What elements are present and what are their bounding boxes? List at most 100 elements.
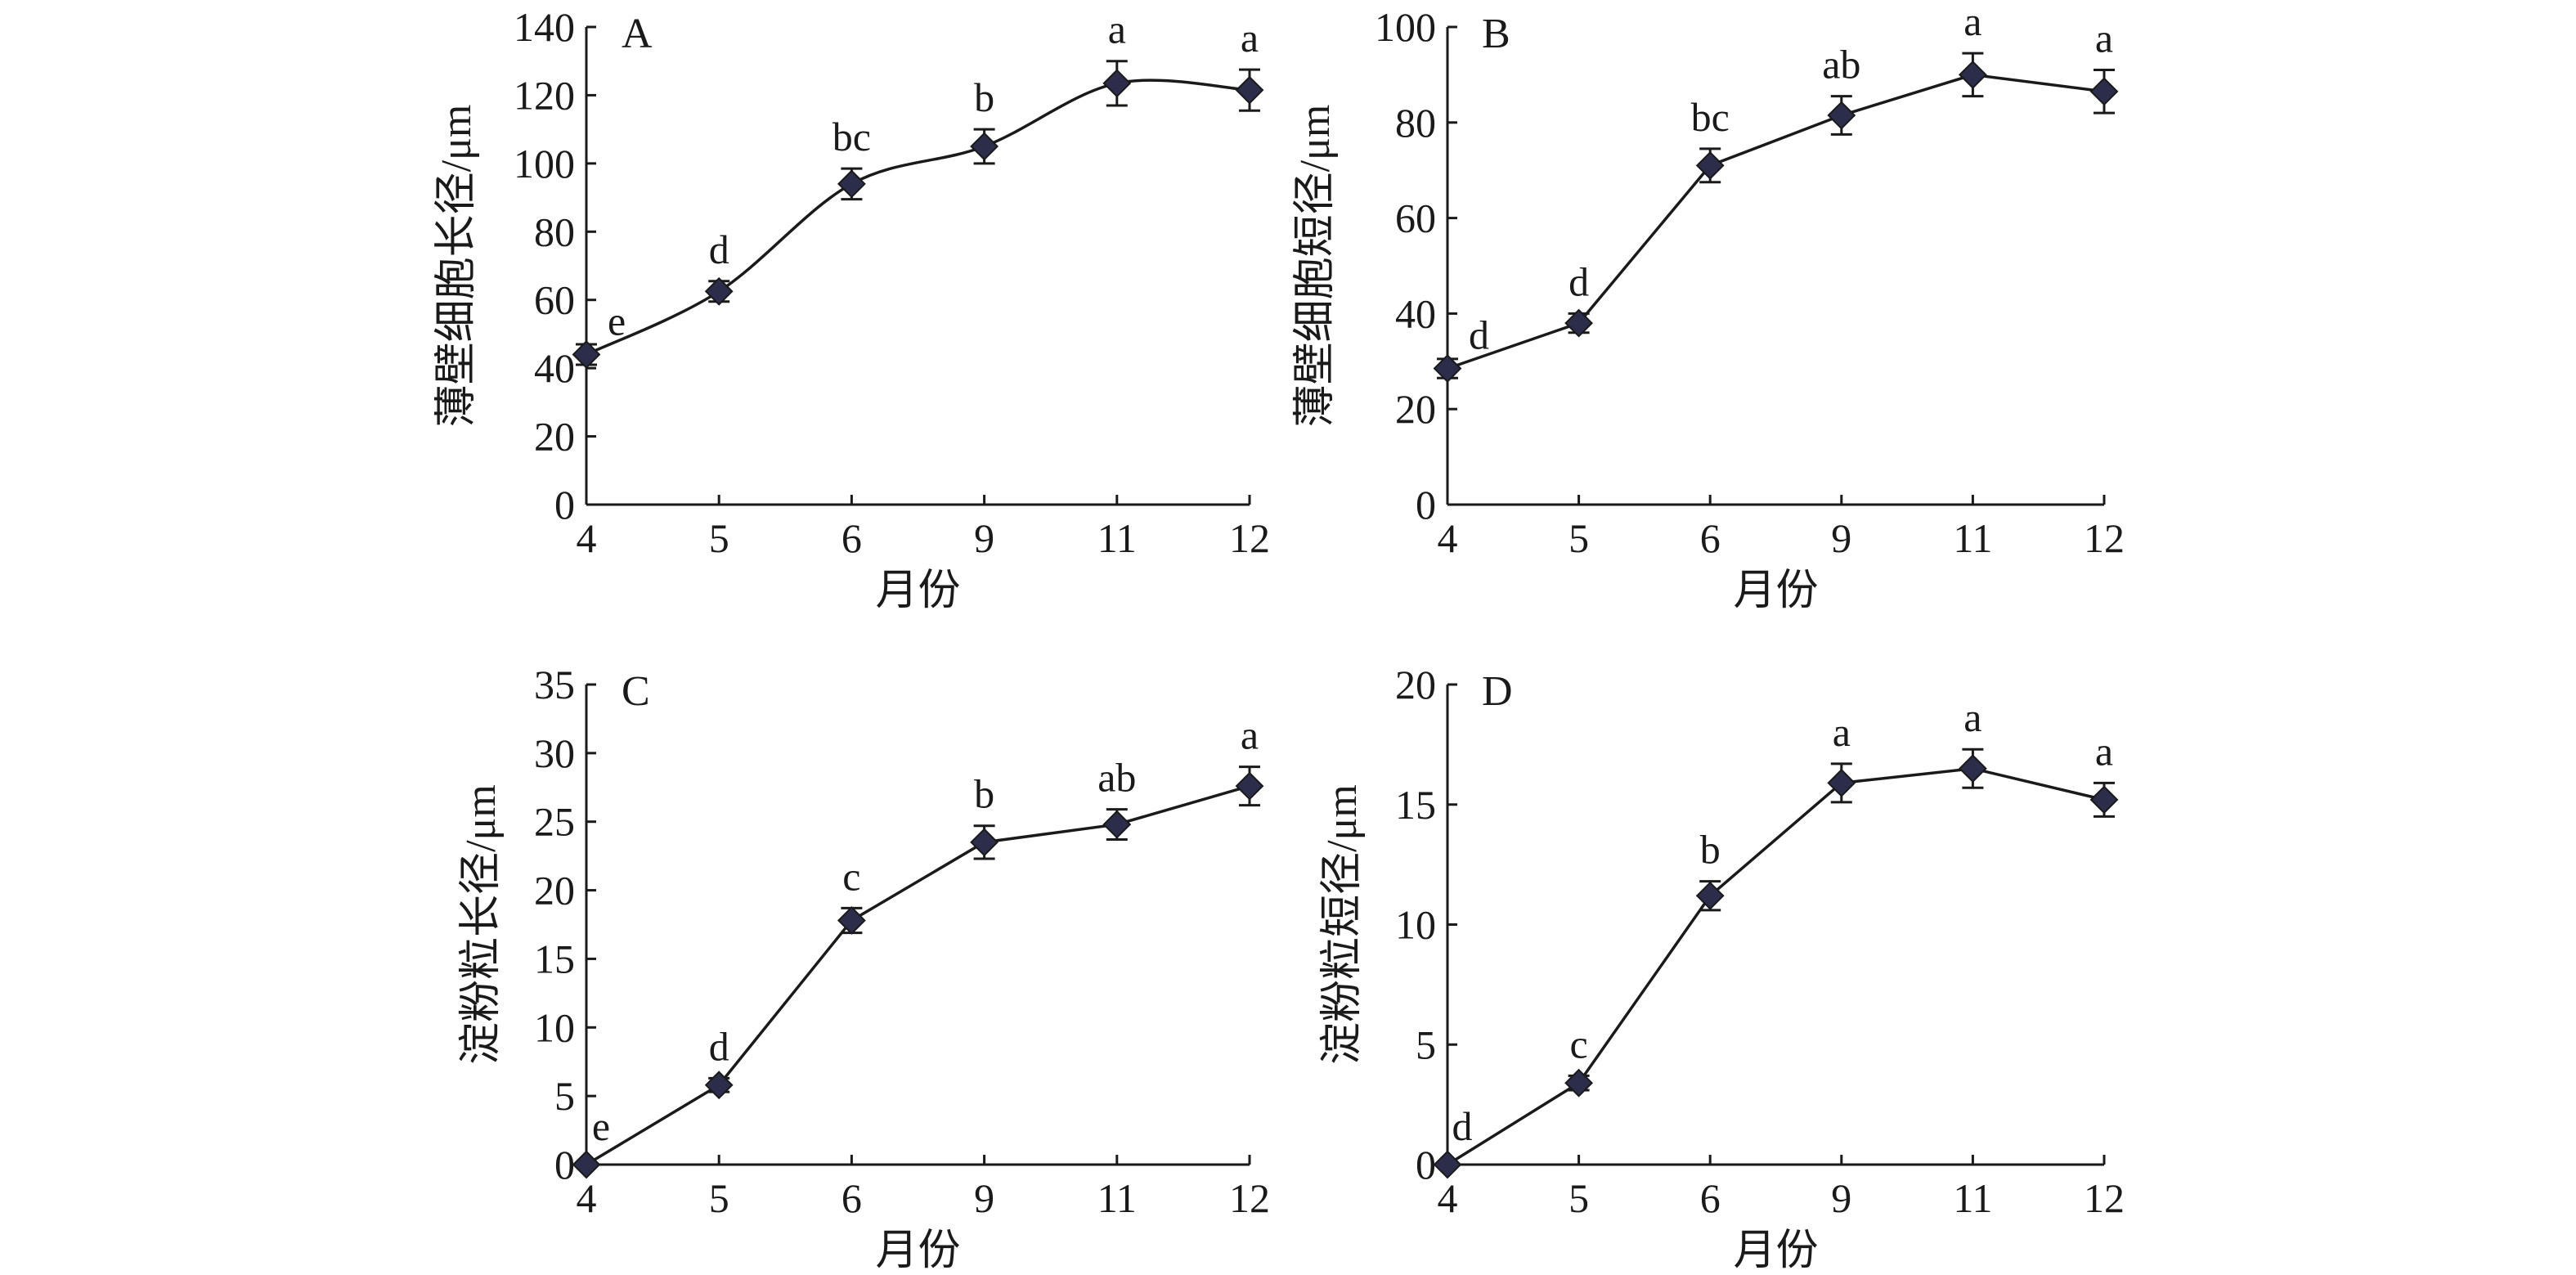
x-tick-label: 11: [1953, 1175, 1992, 1221]
x-tick-label: 11: [1953, 515, 1992, 561]
data-point-marker: [2089, 785, 2119, 815]
y-tick-label: 0: [1416, 1142, 1436, 1187]
data-point-marker: [1102, 810, 1132, 839]
data-point-marker: [1827, 101, 1856, 130]
x-tick-label: 4: [1438, 1175, 1458, 1221]
significance-label: a: [1963, 0, 1981, 44]
y-tick-label: 15: [534, 936, 575, 981]
x-tick-label: 5: [709, 1175, 729, 1221]
significance-label: a: [1108, 7, 1126, 52]
x-tick-label: 11: [1097, 515, 1137, 561]
data-point-marker: [1695, 881, 1725, 910]
x-tick-label: 9: [1831, 515, 1851, 561]
data-point-marker: [572, 1150, 601, 1179]
data-point-marker: [970, 132, 999, 161]
data-point-marker: [704, 1071, 734, 1100]
data-point-marker: [1102, 69, 1132, 98]
x-tick-label: 12: [2084, 1175, 2125, 1221]
y-tick-label: 25: [534, 799, 575, 845]
significance-label: b: [974, 74, 994, 120]
y-tick-label: 60: [1395, 195, 1436, 241]
y-tick-label: 20: [534, 414, 575, 460]
significance-label: e: [608, 298, 626, 343]
y-tick-label: 140: [514, 4, 575, 50]
significance-label: a: [1963, 694, 1981, 740]
data-point-marker: [704, 276, 734, 306]
x-axis-title: 月份: [1733, 568, 1818, 614]
y-tick-label: 20: [1395, 662, 1436, 707]
series-line: [586, 784, 1250, 1166]
chart-panel-a: 0 20 40 60 80 100 120 140 4 5 6 9 11 12 月份 薄壁细胞长径/μm Ae d…: [433, 4, 1270, 614]
y-axis-title: 淀粉粒短径/μm: [1319, 784, 1366, 1065]
y-tick-label: 100: [1375, 4, 1436, 50]
x-tick-label: 12: [1229, 1175, 1270, 1221]
data-point-marker: [970, 828, 999, 857]
data-point-marker: [1433, 354, 1462, 383]
chart-panel-c: 0 5 10 15 20 25 30 35 4 5 6 9 11 12 月份 淀粉粒长径/μm Ce d c b ab a: [458, 662, 1270, 1274]
y-tick-label: 10: [1395, 902, 1436, 948]
panel-label: B: [1482, 11, 1510, 57]
significance-label: b: [974, 771, 994, 817]
significance-label: bc: [1691, 94, 1730, 140]
x-tick-label: 6: [841, 1175, 862, 1221]
panel-label: C: [622, 668, 650, 715]
x-tick-label: 9: [974, 515, 994, 561]
data-point-marker: [1958, 60, 1987, 89]
x-tick-label: 6: [1700, 515, 1721, 561]
data-point-marker: [1958, 754, 1987, 783]
x-axis-title: 月份: [875, 568, 960, 614]
significance-label: c: [1569, 1021, 1587, 1066]
y-tick-label: 40: [1395, 290, 1436, 336]
significance-label: d: [1452, 1103, 1473, 1149]
significance-label: a: [2095, 728, 2113, 774]
x-axis-title: 月份: [1733, 1228, 1818, 1274]
x-tick-label: 6: [841, 515, 862, 561]
y-tick-label: 15: [1395, 782, 1436, 828]
significance-label: ab: [1097, 755, 1136, 801]
significance-label: a: [2095, 16, 2113, 61]
x-tick-label: 4: [577, 515, 597, 561]
significance-label: c: [842, 853, 860, 899]
y-tick-label: 30: [534, 730, 575, 776]
significance-label: a: [1241, 712, 1259, 758]
series-line: [586, 79, 1250, 357]
y-tick-label: 0: [554, 1142, 575, 1187]
data-point-marker: [1827, 768, 1856, 797]
x-tick-label: 4: [1438, 515, 1458, 561]
significance-label: d: [1469, 312, 1489, 358]
x-tick-label: 6: [1700, 1175, 1721, 1221]
data-point-marker: [1235, 771, 1264, 801]
significance-label: a: [1833, 709, 1851, 755]
significance-label: d: [1568, 258, 1589, 304]
x-tick-label: 5: [1568, 515, 1589, 561]
y-axis-title: 淀粉粒长径/μm: [458, 784, 505, 1065]
data-point-marker: [2089, 77, 2119, 106]
series-line: [1447, 766, 2105, 1166]
x-tick-label: 12: [1229, 515, 1270, 561]
y-tick-label: 40: [534, 345, 575, 391]
x-tick-label: 5: [1568, 1175, 1589, 1221]
y-tick-label: 5: [1416, 1021, 1436, 1067]
y-tick-label: 0: [1416, 482, 1436, 528]
x-tick-label: 5: [709, 515, 729, 561]
significance-label: d: [709, 1023, 729, 1069]
data-point-marker: [837, 169, 866, 199]
data-point-marker: [837, 906, 866, 935]
y-tick-label: 10: [534, 1004, 575, 1050]
panel-label: A: [622, 11, 653, 57]
y-tick-label: 60: [534, 277, 575, 323]
data-point-marker: [1564, 1068, 1594, 1098]
data-point-marker: [1235, 75, 1264, 105]
significance-label: d: [709, 227, 729, 272]
significance-label: a: [1241, 15, 1259, 61]
y-tick-label: 120: [514, 72, 575, 118]
data-point-marker: [1564, 308, 1594, 338]
data-point-marker: [1433, 1150, 1462, 1179]
y-tick-label: 5: [554, 1073, 575, 1119]
x-tick-label: 12: [2084, 515, 2125, 561]
y-tick-label: 20: [1395, 386, 1436, 432]
y-axis-title: 薄壁细胞长径/μm: [433, 105, 480, 428]
series-line: [1447, 73, 2105, 370]
x-tick-label: 9: [974, 1175, 994, 1221]
